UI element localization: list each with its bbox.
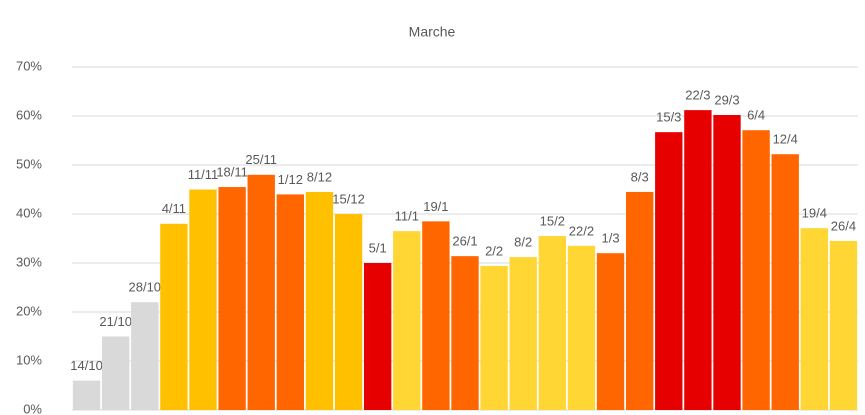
data-label: 22/3: [685, 88, 710, 103]
data-label: 1/12: [278, 172, 303, 187]
data-label: 18/11: [216, 164, 248, 179]
bar: [160, 223, 188, 410]
bar: [305, 191, 334, 410]
bar: [393, 231, 421, 410]
bar: [829, 240, 858, 410]
bar: [72, 380, 101, 410]
bar: [713, 115, 741, 411]
y-tick-label: 0%: [23, 401, 42, 415]
bar: [742, 130, 770, 410]
data-label: 21/10: [99, 314, 132, 329]
bar: [771, 154, 799, 410]
data-label: 6/4: [747, 108, 765, 123]
data-label: 11/1: [395, 209, 419, 224]
data-label: 5/1: [369, 240, 387, 255]
bar: [101, 336, 130, 410]
data-label: 25/11: [245, 152, 277, 167]
y-tick-label: 20%: [16, 303, 42, 318]
data-label: 22/2: [569, 223, 594, 238]
data-label: 15/12: [332, 191, 365, 206]
bar: [567, 245, 596, 410]
data-label: 12/4: [773, 132, 798, 147]
data-label: 26/1: [452, 234, 477, 249]
data-label: 15/2: [540, 213, 565, 228]
data-label: 19/1: [423, 199, 448, 214]
y-tick-label: 60%: [16, 107, 42, 122]
bar: [247, 174, 275, 410]
y-tick-label: 40%: [16, 205, 42, 220]
bar: [276, 194, 305, 410]
data-label: 28/10: [129, 280, 162, 295]
bar: [218, 187, 246, 410]
data-label: 4/11: [162, 201, 186, 216]
bar: [189, 189, 217, 410]
bar: [538, 236, 567, 410]
bar: [334, 214, 363, 410]
bar: [596, 253, 625, 410]
data-label: 26/4: [831, 218, 856, 233]
bar: [509, 257, 537, 410]
data-label: 8/2: [514, 235, 532, 250]
bar: [422, 221, 450, 410]
y-tick-label: 30%: [16, 254, 42, 269]
y-tick-label: 10%: [16, 352, 42, 367]
data-label: 2/2: [485, 243, 503, 258]
data-label: 1/3: [602, 231, 620, 246]
data-label: 29/3: [714, 92, 739, 107]
data-label: 15/3: [656, 110, 681, 125]
bar: [684, 110, 712, 411]
bar: [625, 191, 654, 410]
data-label: 11/11: [188, 167, 219, 182]
bar: [480, 265, 508, 410]
data-label: 8/3: [631, 169, 649, 184]
data-label: 19/4: [802, 206, 827, 221]
bar: [800, 228, 829, 410]
bar: [451, 256, 479, 410]
data-label: 14/10: [70, 358, 103, 373]
chart-title: Marche: [409, 24, 456, 40]
bar: [131, 302, 159, 410]
bar: [363, 263, 392, 410]
bar: [655, 132, 683, 411]
y-tick-label: 50%: [16, 156, 42, 171]
data-label: 8/12: [307, 169, 332, 184]
y-tick-label: 70%: [16, 58, 42, 73]
